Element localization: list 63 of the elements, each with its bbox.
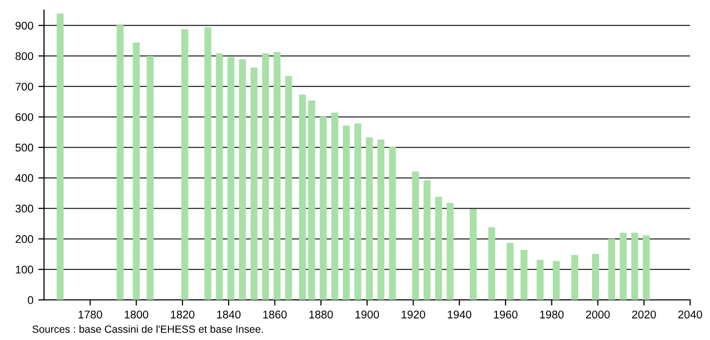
x-tick-label: 1800 — [124, 310, 148, 318]
x-tick-label: 1960 — [494, 310, 518, 318]
bar — [354, 123, 362, 300]
bar — [592, 254, 599, 300]
bar — [608, 238, 616, 300]
bar — [377, 139, 384, 300]
bar — [446, 202, 454, 300]
bar — [366, 137, 373, 300]
bar — [146, 56, 154, 300]
bar — [274, 52, 281, 300]
bar — [250, 68, 258, 300]
bar — [116, 25, 124, 300]
bar — [181, 29, 188, 300]
bar — [308, 100, 316, 300]
bar — [488, 227, 496, 300]
y-tick-label: 100 — [16, 266, 34, 274]
bar — [262, 53, 269, 300]
source-note: Sources : base Cassini de l'EHESS et base Insee. — [32, 325, 263, 333]
bar — [239, 59, 246, 300]
bar — [285, 76, 292, 300]
y-tick-label: 500 — [16, 144, 34, 152]
bar — [299, 94, 306, 300]
x-tick-label: 1860 — [263, 310, 287, 318]
bar — [216, 53, 223, 300]
bar — [642, 235, 650, 300]
x-tick-label: 1940 — [448, 310, 472, 318]
y-tick-label: 600 — [16, 113, 34, 122]
bar — [132, 42, 140, 300]
x-tick-label: 1780 — [78, 310, 102, 318]
y-tick-label: 400 — [15, 174, 34, 182]
bar — [552, 260, 560, 300]
y-tick-label: 200 — [16, 235, 34, 244]
bar — [320, 116, 327, 300]
bar — [506, 242, 514, 300]
x-tick-label: 1980 — [540, 310, 564, 318]
bar — [388, 146, 396, 300]
x-tick-label: 1880 — [309, 310, 333, 318]
x-tick-label: 1840 — [217, 310, 241, 318]
bar — [424, 180, 431, 300]
x-tick-label: 2000 — [586, 310, 610, 318]
x-tick-label: 1920 — [402, 310, 426, 318]
x-tick-label: 1900 — [356, 310, 379, 318]
bar — [412, 172, 419, 300]
y-tick-label: 900 — [16, 22, 34, 30]
y-tick-label: 0 — [28, 296, 34, 304]
x-tick-label: 2040 — [678, 310, 702, 318]
bar — [520, 250, 528, 300]
y-tick-label: 700 — [16, 82, 34, 91]
bar — [435, 196, 442, 300]
bar — [631, 232, 638, 300]
bar — [331, 112, 338, 300]
bar — [227, 57, 234, 300]
bar — [470, 209, 477, 300]
bar — [342, 125, 350, 300]
y-tick-label: 300 — [15, 204, 34, 213]
bar — [204, 27, 212, 300]
y-tick-label: 800 — [16, 52, 34, 60]
bar — [536, 260, 544, 300]
bar — [56, 14, 64, 300]
x-tick-label: 1820 — [170, 310, 194, 318]
bar — [620, 232, 627, 300]
x-tick-label: 2020 — [632, 310, 656, 318]
bar — [571, 255, 578, 300]
